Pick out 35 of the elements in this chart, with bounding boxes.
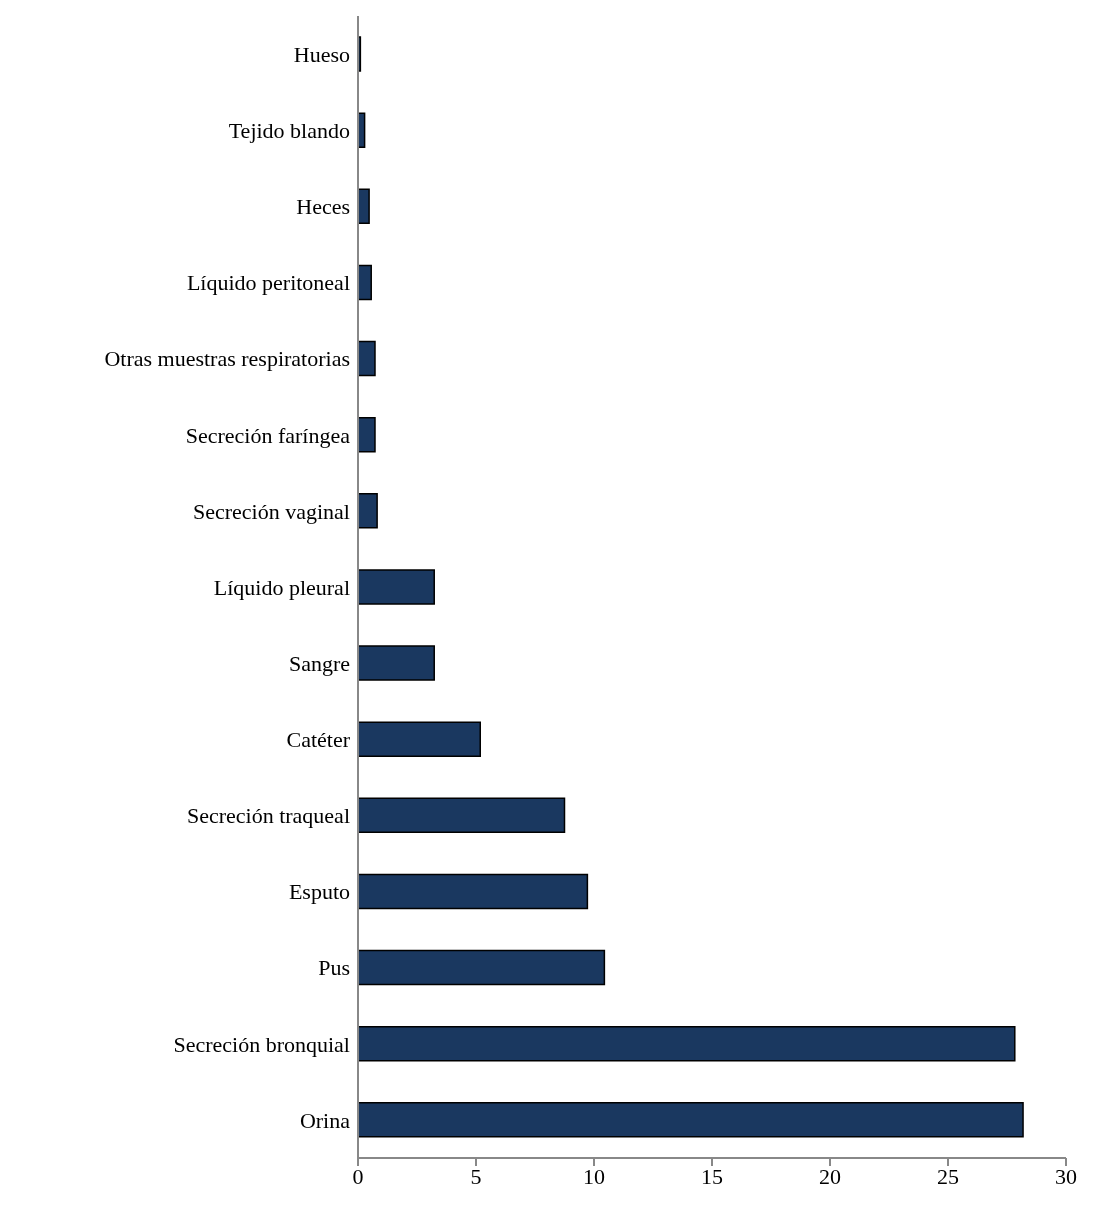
bar: [358, 340, 376, 377]
y-tick-label: Secreción vaginal: [193, 498, 350, 524]
y-tick-label: Tejido blando: [228, 118, 350, 144]
bar: [358, 569, 435, 605]
bar: [358, 797, 566, 834]
x-tick-label: 20: [819, 1163, 841, 1189]
y-tick-label: Líquido pleural: [213, 574, 350, 600]
y-tick-label: Sangre: [288, 650, 350, 676]
y-tick-label: Catéter: [286, 727, 351, 753]
bar: [358, 645, 435, 681]
y-tick-label: Esputo: [288, 879, 350, 905]
bar: [358, 721, 481, 757]
bar: [358, 493, 378, 529]
bar: [358, 188, 370, 225]
bar: [358, 949, 606, 986]
y-tick-label: Secreción faríngea: [185, 422, 351, 448]
bar: [358, 873, 589, 910]
y-tick-label: Líquido peritoneal: [186, 270, 350, 296]
bar: [358, 264, 372, 301]
x-tick-label: 10: [583, 1163, 605, 1189]
y-tick-label: Heces: [296, 194, 350, 220]
bar: [358, 1025, 1016, 1062]
y-tick-label: Pus: [318, 955, 350, 981]
x-tick-label: 5: [470, 1163, 482, 1189]
y-tick-label: Secreción traqueal: [186, 803, 350, 829]
x-tick-label: 25: [937, 1163, 959, 1189]
x-tick-label: 30: [1055, 1163, 1077, 1189]
y-tick-label: Hueso: [293, 41, 350, 67]
y-tick-label: Orina: [299, 1107, 351, 1133]
y-tick-label: Secreción bronquial: [173, 1031, 350, 1057]
x-tick-label: 15: [701, 1163, 723, 1189]
x-tick-label: 0: [352, 1163, 364, 1189]
bar: [358, 416, 376, 453]
y-tick-label: Otras muestras respiratorias: [104, 346, 350, 372]
bar: [358, 1102, 1024, 1138]
